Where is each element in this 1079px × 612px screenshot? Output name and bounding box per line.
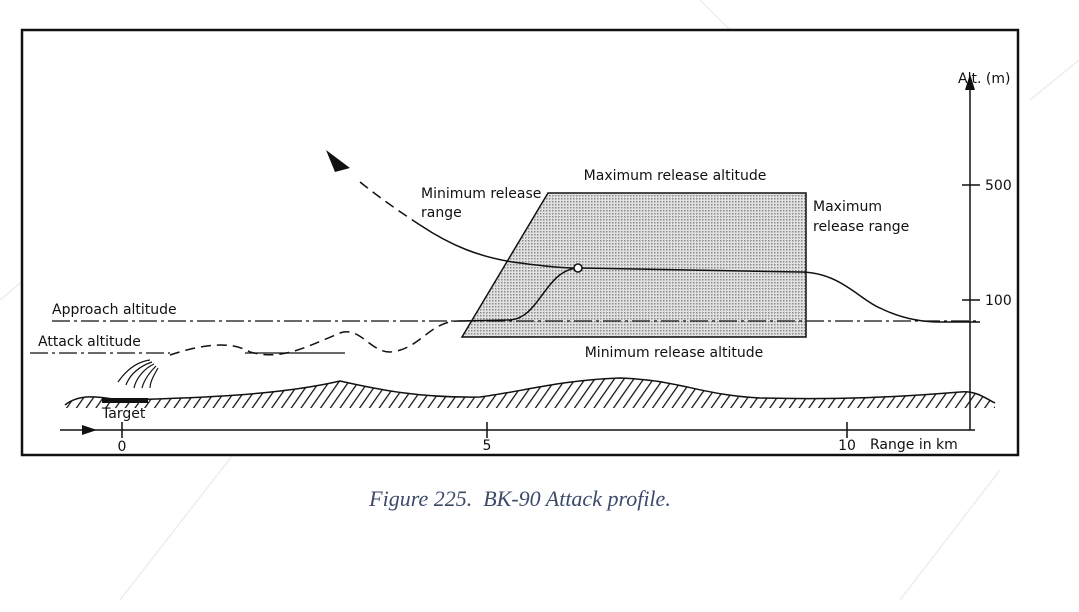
caption: Figure 225. BK-90 Attack profile. xyxy=(368,486,671,511)
tick-label: 5 xyxy=(483,438,492,454)
label: Attack altitude xyxy=(38,334,141,350)
axis-arrow xyxy=(82,425,97,435)
tick-label: 100 xyxy=(985,293,1012,309)
submunitions xyxy=(117,359,159,389)
weapon-path-dashed xyxy=(169,320,461,356)
tick-label: 0 xyxy=(118,439,127,455)
label: Maximum release range xyxy=(813,199,909,235)
axis-label: Alt. (m) xyxy=(958,71,1010,87)
release-envelope xyxy=(460,192,807,338)
aircraft-path-dashed xyxy=(359,181,421,226)
weapon-path xyxy=(459,267,980,323)
aircraft-path xyxy=(419,224,579,269)
tick-label: 500 xyxy=(985,178,1012,194)
terrain-line xyxy=(64,377,996,406)
tick-label: 10 xyxy=(838,438,856,454)
release-point xyxy=(573,263,583,273)
target xyxy=(102,398,148,403)
terrain-hatch xyxy=(65,378,995,408)
axis-arrow xyxy=(965,74,975,90)
label: Minimum release altitude xyxy=(585,345,764,361)
axis-label: Range in km xyxy=(870,437,958,453)
label: Maximum release altitude xyxy=(584,168,767,184)
label: Minimum release range xyxy=(421,186,541,221)
label: Approach altitude xyxy=(52,302,177,318)
label: Target xyxy=(101,406,146,422)
aircraft xyxy=(326,150,350,172)
